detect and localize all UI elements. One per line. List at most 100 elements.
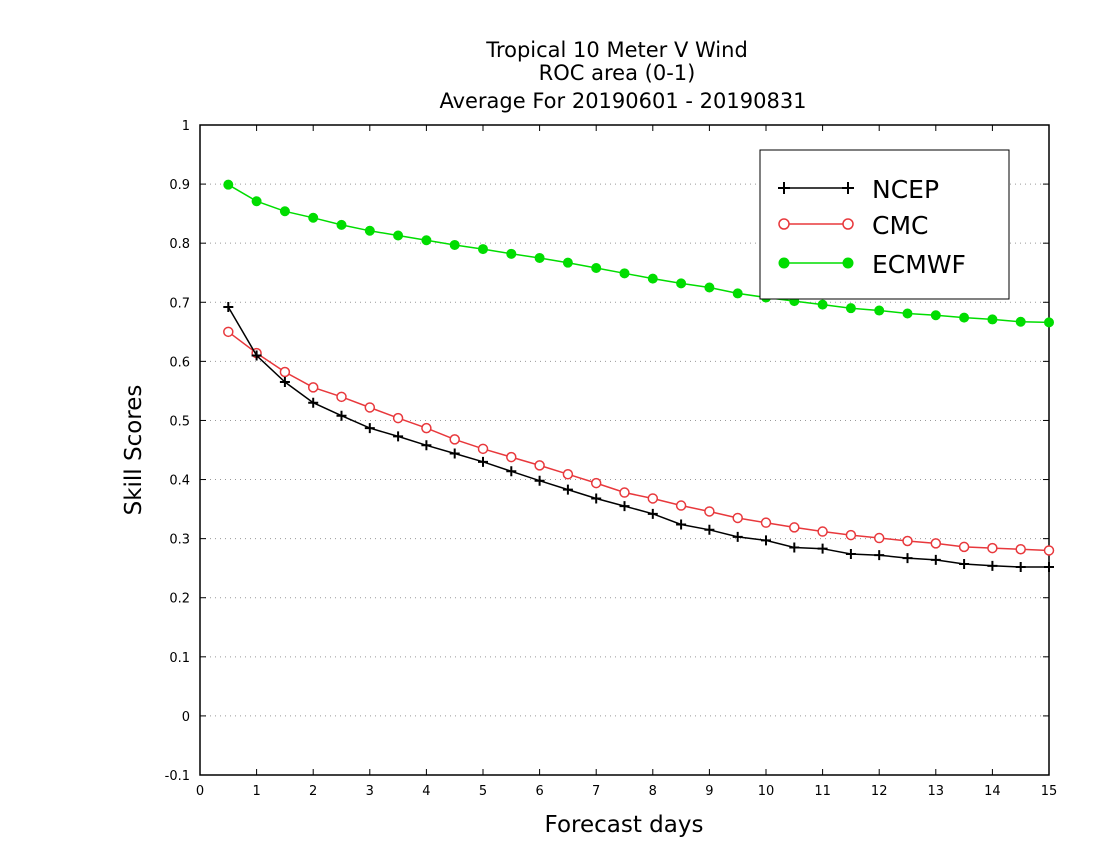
data-point-ecmwf bbox=[478, 244, 488, 255]
data-point-ncep bbox=[308, 397, 319, 408]
y-tick-label: 0.3 bbox=[169, 533, 190, 548]
data-point-ncep bbox=[930, 554, 941, 565]
data-point-ncep bbox=[1015, 562, 1026, 572]
data-point-cmc bbox=[1043, 545, 1055, 556]
data-point-ncep bbox=[817, 543, 828, 554]
data-point-cmc bbox=[449, 434, 460, 445]
data-point-cmc bbox=[902, 535, 913, 547]
data-point-ncep bbox=[534, 475, 545, 486]
data-point-cmc bbox=[307, 382, 319, 393]
legend-label-ecmwf: ECMWF bbox=[872, 250, 966, 279]
data-point-ncep bbox=[591, 493, 602, 504]
series-ncep bbox=[223, 302, 1054, 572]
x-tick-label: 3 bbox=[366, 784, 374, 799]
x-tick-label: 8 bbox=[649, 784, 657, 799]
data-point-cmc bbox=[817, 526, 828, 537]
data-point-ncep bbox=[393, 431, 404, 442]
data-point-ncep bbox=[336, 410, 347, 421]
data-point-ncep bbox=[223, 302, 234, 312]
data-point-ecmwf bbox=[874, 305, 885, 316]
data-point-cmc bbox=[930, 538, 942, 549]
series-line-cmc bbox=[227, 331, 1050, 552]
plot-area-frame bbox=[199, 124, 1050, 776]
y-tick-label: 0 bbox=[182, 710, 190, 725]
data-point-ecmwf bbox=[506, 248, 517, 259]
data-point-cmc bbox=[279, 366, 291, 378]
data-point-ncep bbox=[874, 550, 885, 561]
x-tick-label: 5 bbox=[479, 784, 487, 799]
x-axis-label: Forecast days bbox=[545, 812, 704, 838]
y-tick-label: 0.1 bbox=[169, 651, 190, 666]
legend-marker-cmc bbox=[842, 218, 854, 230]
series-line-ncep bbox=[227, 306, 1049, 568]
y-tick-label: 0.2 bbox=[169, 592, 190, 607]
data-point-ecmwf bbox=[336, 219, 347, 230]
chart-title-line-3: Average For 20190601 - 20190831 bbox=[439, 89, 806, 113]
y-tick-label: -0.1 bbox=[165, 769, 190, 784]
legend: NCEP CMC ECMWF bbox=[759, 149, 1010, 300]
data-point-ncep bbox=[789, 542, 800, 553]
data-point-ecmwf bbox=[732, 288, 743, 299]
data-point-ecmwf bbox=[421, 235, 432, 246]
data-point-cmc bbox=[392, 412, 404, 424]
data-point-ecmwf bbox=[676, 278, 687, 289]
x-tick-label: 10 bbox=[758, 784, 775, 799]
data-point-cmc bbox=[477, 443, 489, 455]
data-point-ncep bbox=[279, 377, 290, 388]
data-point-cmc bbox=[534, 460, 545, 471]
chart-title-line-1: Tropical 10 Meter V Wind bbox=[485, 38, 748, 62]
x-tick-label: 13 bbox=[928, 784, 945, 799]
data-point-cmc bbox=[789, 522, 800, 533]
y-tick-label: 0.7 bbox=[169, 296, 190, 311]
data-point-ncep bbox=[421, 440, 432, 451]
data-point-ncep bbox=[761, 535, 771, 546]
data-point-ecmwf bbox=[902, 308, 913, 319]
data-point-cmc bbox=[506, 451, 517, 463]
data-point-ncep bbox=[987, 560, 998, 571]
data-point-cmc bbox=[958, 541, 970, 553]
data-point-ecmwf bbox=[364, 225, 375, 236]
data-point-cmc bbox=[223, 326, 234, 338]
y-tick-label: 0.4 bbox=[169, 474, 190, 489]
x-tick-label: 14 bbox=[984, 784, 1001, 799]
data-point-ecmwf bbox=[647, 273, 658, 284]
data-point-ecmwf bbox=[251, 196, 262, 207]
x-tick-label: 2 bbox=[309, 784, 317, 799]
data-point-ecmwf bbox=[393, 230, 404, 241]
data-point-ncep bbox=[562, 484, 573, 495]
legend-marker-cmc bbox=[778, 218, 790, 230]
legend-marker-ecmwf bbox=[778, 257, 790, 269]
series-cmc bbox=[223, 326, 1055, 556]
data-point-cmc bbox=[675, 500, 687, 511]
data-point-cmc bbox=[1015, 544, 1026, 555]
x-tick-label: 15 bbox=[1041, 784, 1058, 799]
y-tick-label: 1 bbox=[182, 119, 190, 134]
data-point-cmc bbox=[704, 506, 715, 517]
x-tick-label: 0 bbox=[196, 784, 204, 799]
data-point-ecmwf bbox=[619, 268, 630, 279]
legend-marker-ncep bbox=[842, 182, 854, 194]
legend-label-ncep: NCEP bbox=[872, 175, 939, 204]
y-tick-label: 0.8 bbox=[169, 237, 190, 252]
data-point-ncep bbox=[676, 519, 687, 530]
data-point-ecmwf bbox=[930, 310, 941, 321]
x-tick-label: 11 bbox=[814, 784, 831, 799]
data-point-ncep bbox=[251, 350, 262, 361]
x-tick-label: 1 bbox=[252, 784, 260, 799]
data-point-ncep bbox=[1044, 562, 1054, 572]
data-point-ecmwf bbox=[534, 252, 545, 263]
data-point-ecmwf bbox=[279, 206, 290, 217]
data-point-cmc bbox=[562, 468, 574, 480]
x-tick-label: 12 bbox=[871, 784, 888, 799]
chart-title-line-2: ROC area (0-1) bbox=[539, 61, 696, 85]
legend-marker-ncep bbox=[778, 182, 790, 194]
data-point-ncep bbox=[506, 466, 517, 477]
data-point-cmc bbox=[647, 493, 659, 504]
data-point-ncep bbox=[959, 559, 970, 570]
data-point-ncep bbox=[704, 524, 715, 535]
data-point-ecmwf bbox=[845, 303, 856, 314]
data-point-cmc bbox=[619, 487, 630, 498]
x-tick-label: 6 bbox=[535, 784, 543, 799]
legend-marker-ecmwf bbox=[842, 257, 854, 269]
